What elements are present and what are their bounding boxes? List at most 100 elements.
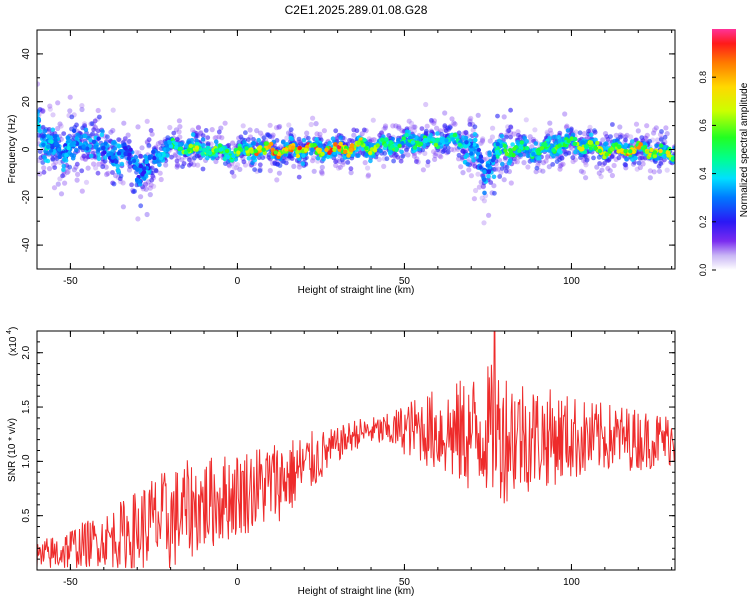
spectrogram-cell <box>550 162 556 167</box>
spectrogram-cell <box>613 132 619 138</box>
spectrogram-cell <box>75 132 80 138</box>
spectrogram-cell <box>472 132 478 137</box>
spectrogram-cell <box>558 162 564 168</box>
spectrogram-cell <box>456 152 462 158</box>
spectrogram-cell <box>147 155 152 161</box>
spectrogram-cell <box>511 153 516 158</box>
spectrogram-cell <box>468 173 474 179</box>
spectrogram-cell <box>128 147 133 152</box>
spectrogram-cell <box>647 168 654 174</box>
spectrogram-cell <box>461 135 466 140</box>
spectrogram-cell <box>525 153 531 159</box>
spectrogram-cell <box>261 135 267 141</box>
spectrogram-cell <box>623 137 628 143</box>
spectrogram-cell <box>510 142 515 147</box>
spectrogram-cell <box>664 131 670 137</box>
spectrogram-cell <box>656 168 663 174</box>
spectrogram-cell <box>102 155 108 160</box>
spectrogram-cell <box>64 153 69 158</box>
spectrogram-cell <box>482 190 487 196</box>
spectrogram-cell <box>311 168 317 174</box>
spectrogram-cell <box>515 129 521 135</box>
spectrogram-cell <box>321 128 327 134</box>
spectrogram-cell <box>479 159 485 164</box>
spectrogram-cell <box>573 149 578 155</box>
spectrogram-cell <box>233 164 239 171</box>
spectrogram-cell <box>252 167 257 173</box>
spectrogram-cell <box>506 128 512 134</box>
spectrogram-cell <box>655 137 661 143</box>
spectrogram-cell <box>381 163 387 169</box>
spectrogram-cell <box>531 151 536 157</box>
spectrogram-cell <box>485 163 490 168</box>
spectrogram-cell <box>634 166 640 172</box>
spectrogram-cell <box>333 159 338 165</box>
spectrogram-cell <box>260 155 266 161</box>
spectrogram-cell <box>566 138 571 143</box>
spectrogram-cell <box>69 114 75 120</box>
spectrogram-cell <box>148 127 154 133</box>
spectrogram-cell <box>544 129 550 135</box>
spectrogram-cell <box>167 124 173 131</box>
spectrogram-cell <box>85 165 91 171</box>
spectrogram-cell <box>545 153 551 159</box>
spectrogram-cell <box>480 136 486 142</box>
spectrogram-cell <box>194 138 199 144</box>
spectrogram-cell <box>295 153 301 159</box>
spectrogram-cell <box>390 144 395 149</box>
spectrogram-cell <box>623 149 628 154</box>
spectrogram-cell <box>565 128 571 133</box>
spectrogram-cell <box>104 171 110 178</box>
snr-y-scale: (x10 4 ) <box>6 327 19 356</box>
spectrogram-cell <box>557 163 563 169</box>
colorbar-ticks: 0.0 0.2 0.4 0.6 0.8 <box>698 71 716 276</box>
spectrogram-cell <box>38 129 43 134</box>
spectrogram-cell <box>147 192 153 198</box>
spectrogram-cell <box>49 139 54 144</box>
spectrogram-cell <box>642 141 647 146</box>
spectrogram-cell <box>67 94 73 100</box>
spectrogram-cell <box>45 158 51 164</box>
spectrogram-cell <box>144 159 149 165</box>
spectrogram-cell <box>517 148 522 153</box>
spectrogram-cell <box>424 123 430 129</box>
spectrogram-cell <box>66 146 71 151</box>
spectrogram-cell <box>547 120 553 126</box>
spectrogram-cell <box>519 140 524 145</box>
spectrogram-cell <box>83 127 89 133</box>
spectrogram-cell <box>345 160 351 165</box>
spectrogram-cell <box>144 155 149 161</box>
spectrogram-cell <box>167 140 172 145</box>
spectrogram-cell <box>536 150 541 155</box>
spectrogram-cell <box>327 150 332 155</box>
spectrogram-cell <box>210 156 216 161</box>
spectrogram-cell <box>115 164 120 169</box>
snr-line <box>37 331 675 569</box>
spectrogram-cell <box>499 134 505 139</box>
spectrogram-cell <box>489 134 495 140</box>
spectrogram-cell <box>241 159 247 165</box>
spectrogram-cell <box>405 152 411 158</box>
spectrogram-cell <box>188 161 194 167</box>
spectrogram-cell <box>128 160 133 165</box>
spectrogram-cell <box>527 134 533 140</box>
spectrogram-cell <box>277 123 283 130</box>
spectrogram-cell <box>356 140 361 146</box>
spectrogram-cell <box>411 153 417 159</box>
spectrogram-cell <box>81 153 87 159</box>
spectrogram-cell <box>476 184 482 190</box>
spectrogram-cell <box>71 167 77 173</box>
spectrogram-cell <box>312 143 317 148</box>
spectrogram-cell <box>102 158 108 164</box>
spectrogram-cell <box>468 115 474 121</box>
spectrogram-cell <box>123 151 128 157</box>
spectrogram-cell <box>310 158 316 164</box>
spectrogram-cell <box>120 180 126 186</box>
spectrogram-cell <box>628 149 633 154</box>
spectrogram-cell <box>143 186 149 192</box>
spectrogram-cell <box>157 153 162 158</box>
spectrogram-cell <box>395 154 401 160</box>
spectrogram-cell <box>148 182 154 188</box>
spectrogram-cell <box>594 164 600 170</box>
spectrogram-cell <box>320 151 325 157</box>
